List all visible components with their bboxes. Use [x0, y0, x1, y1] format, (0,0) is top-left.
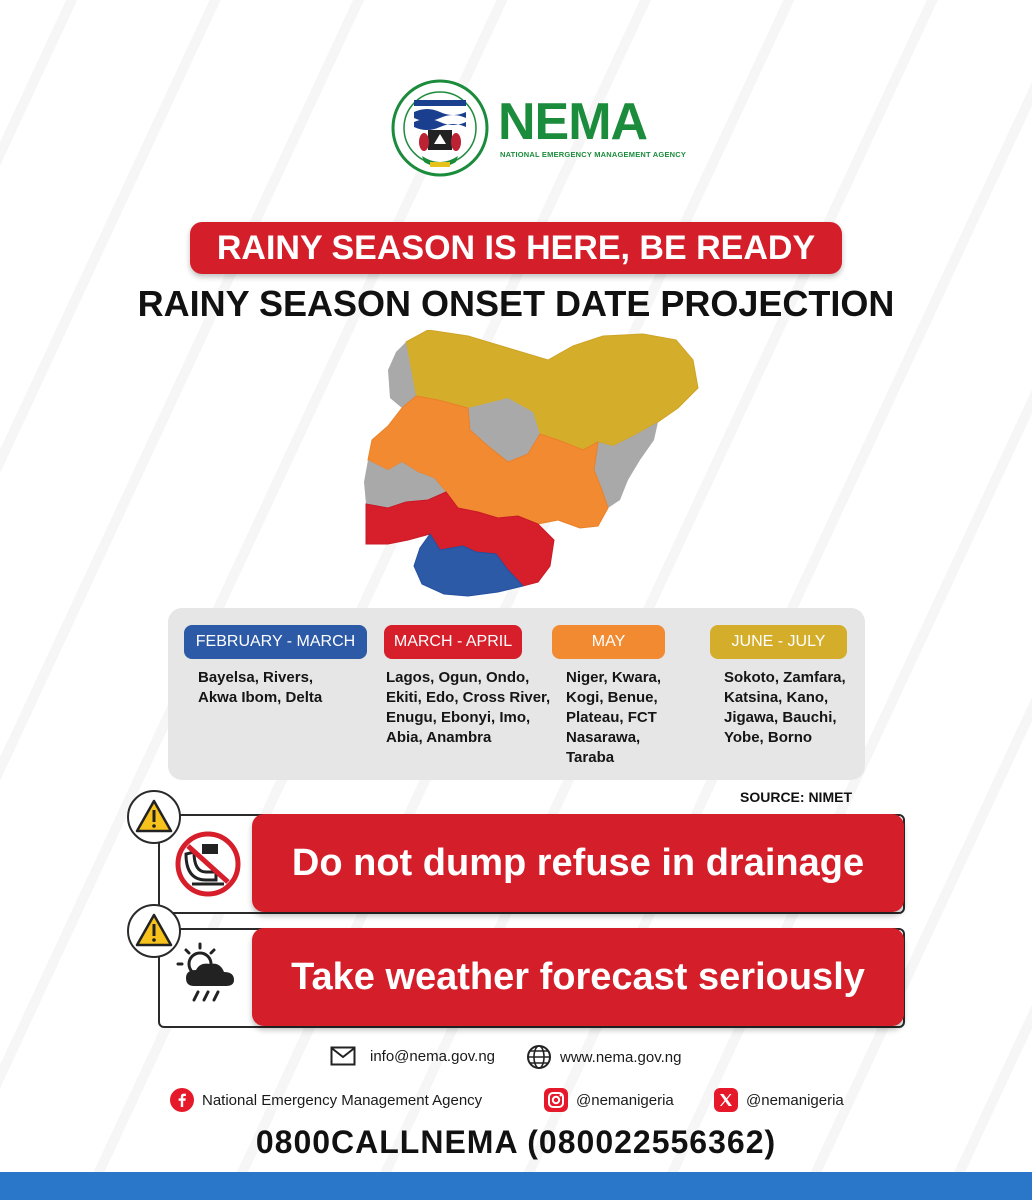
legend-column-may: MAY Niger, Kwara, Kogi, Benue, Plateau, … — [552, 625, 665, 768]
legend-period-pill: JUNE - JULY — [710, 625, 847, 659]
x-text: @nemanigeria — [746, 1091, 844, 1109]
map-region-middle-belt — [367, 395, 609, 529]
brand-name: NEMA — [498, 93, 648, 151]
email-text: info@nema.gov.ng — [370, 1047, 496, 1065]
legend-period-pill: FEBRUARY - MARCH — [184, 625, 367, 659]
warning-badge — [127, 790, 181, 844]
email-icon — [330, 1046, 356, 1066]
onset-legend-panel: FEBRUARY - MARCH Bayelsa, Rivers, Akwa I… — [168, 608, 865, 780]
legend-column-march-april: MARCH - APRIL Lagos, Ogun, Ondo, Ekiti, … — [384, 625, 550, 748]
facebook-text: National Emergency Management Agency — [202, 1091, 483, 1109]
legend-states: Sokoto, Zamfara, Katsina, Kano, Jigawa, … — [724, 669, 846, 746]
legend-states: Niger, Kwara, Kogi, Benue, Plateau, FCT … — [566, 669, 662, 766]
contact-instagram[interactable]: @nemanigeria — [544, 1088, 674, 1112]
contact-website[interactable]: www.nema.gov.ng — [526, 1044, 681, 1070]
map-region-unclassified-sw — [364, 460, 446, 508]
warning-triangle-icon — [135, 913, 173, 947]
nema-seal-icon — [391, 79, 489, 177]
brand-subtitle: NATIONAL EMERGENCY MANAGEMENT AGENCY — [500, 150, 687, 159]
nema-logo: NEMA NATIONAL EMERGENCY MANAGEMENT AGENC… — [390, 78, 686, 190]
x-icon — [714, 1088, 738, 1112]
footer-bar — [0, 1172, 1032, 1200]
warning-banner: Do not dump refuse in drainage — [252, 814, 904, 912]
contact-email[interactable]: info@nema.gov.ng — [330, 1046, 495, 1066]
weather-rain-icon — [176, 942, 234, 1002]
map-region-unclassified-central — [468, 398, 540, 462]
facebook-icon — [170, 1088, 194, 1112]
website-text: www.nema.gov.ng — [560, 1048, 682, 1066]
hotline-number: 0800CALLNEMA (080022556362) — [255, 1124, 777, 1160]
map-region-unclassified-ne — [594, 422, 658, 508]
map-region-unclassified-nw — [388, 342, 416, 408]
subheadline: RAINY SEASON ONSET DATE PROJECTION — [137, 283, 895, 324]
legend-period-pill: MAY — [552, 625, 665, 659]
source-label: SOURCE: NIMET — [740, 789, 852, 805]
contact-x[interactable]: @nemanigeria — [714, 1088, 844, 1112]
contact-facebook[interactable]: National Emergency Management Agency — [170, 1088, 482, 1112]
instagram-text: @nemanigeria — [576, 1091, 674, 1109]
warning-triangle-icon — [135, 799, 173, 833]
instagram-icon — [544, 1088, 568, 1112]
legend-column-june-july: JUNE - JULY Sokoto, Zamfara, Katsina, Ka… — [710, 625, 847, 748]
headline-banner: RAINY SEASON IS HERE, BE READY — [190, 222, 842, 274]
legend-states: Bayelsa, Rivers, Akwa Ibom, Delta — [198, 669, 323, 706]
warning-banner: Take weather forecast seriously — [252, 928, 904, 1026]
map-region-niger-delta — [413, 533, 524, 597]
globe-icon — [527, 1045, 551, 1069]
nigeria-map — [358, 329, 703, 602]
legend-states: Lagos, Ogun, Ondo, Ekiti, Edo, Cross Riv… — [386, 669, 551, 746]
legend-column-feb-march: FEBRUARY - MARCH Bayelsa, Rivers, Akwa I… — [184, 625, 367, 708]
warning-badge — [127, 904, 181, 958]
no-dumping-icon — [175, 831, 241, 897]
legend-period-pill: MARCH - APRIL — [384, 625, 522, 659]
map-region-south — [365, 491, 555, 587]
